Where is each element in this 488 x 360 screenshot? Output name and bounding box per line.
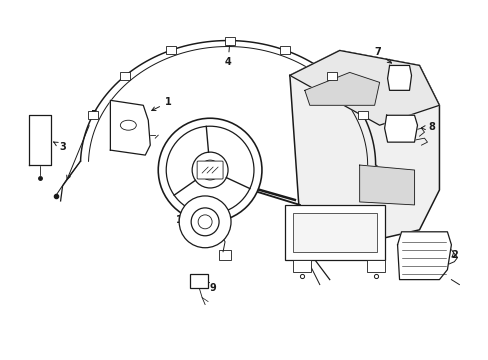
Polygon shape <box>289 50 439 125</box>
Bar <box>292 260 310 272</box>
Bar <box>219 250 230 260</box>
Bar <box>119 72 129 80</box>
Circle shape <box>198 215 212 229</box>
Bar <box>225 37 235 45</box>
Ellipse shape <box>120 120 136 130</box>
Circle shape <box>192 152 227 188</box>
Bar <box>280 46 289 54</box>
Text: 7: 7 <box>373 48 391 63</box>
Polygon shape <box>289 50 439 245</box>
Text: 5: 5 <box>66 110 97 179</box>
Text: 4: 4 <box>224 40 231 67</box>
Circle shape <box>191 208 219 236</box>
Bar <box>292 213 376 252</box>
Bar <box>358 111 367 119</box>
Bar <box>285 205 384 260</box>
Text: 3: 3 <box>54 142 66 152</box>
Text: 1: 1 <box>151 97 171 111</box>
Circle shape <box>200 160 220 180</box>
FancyBboxPatch shape <box>197 161 223 179</box>
Text: 9: 9 <box>204 282 216 293</box>
Polygon shape <box>29 115 50 165</box>
Polygon shape <box>304 72 379 105</box>
Text: 10: 10 <box>176 203 198 225</box>
Circle shape <box>158 118 262 222</box>
Bar <box>326 72 336 80</box>
Bar <box>166 46 176 54</box>
Circle shape <box>166 126 253 214</box>
Bar <box>190 274 208 288</box>
Text: 6: 6 <box>333 215 340 231</box>
Polygon shape <box>359 165 414 205</box>
Bar <box>88 111 98 119</box>
Bar <box>366 260 384 272</box>
Text: 8: 8 <box>421 122 434 132</box>
Polygon shape <box>387 66 411 90</box>
Text: 2: 2 <box>450 250 457 260</box>
Polygon shape <box>110 100 150 155</box>
Polygon shape <box>397 232 450 280</box>
Polygon shape <box>384 115 417 142</box>
FancyBboxPatch shape <box>384 166 404 188</box>
Circle shape <box>179 196 230 248</box>
